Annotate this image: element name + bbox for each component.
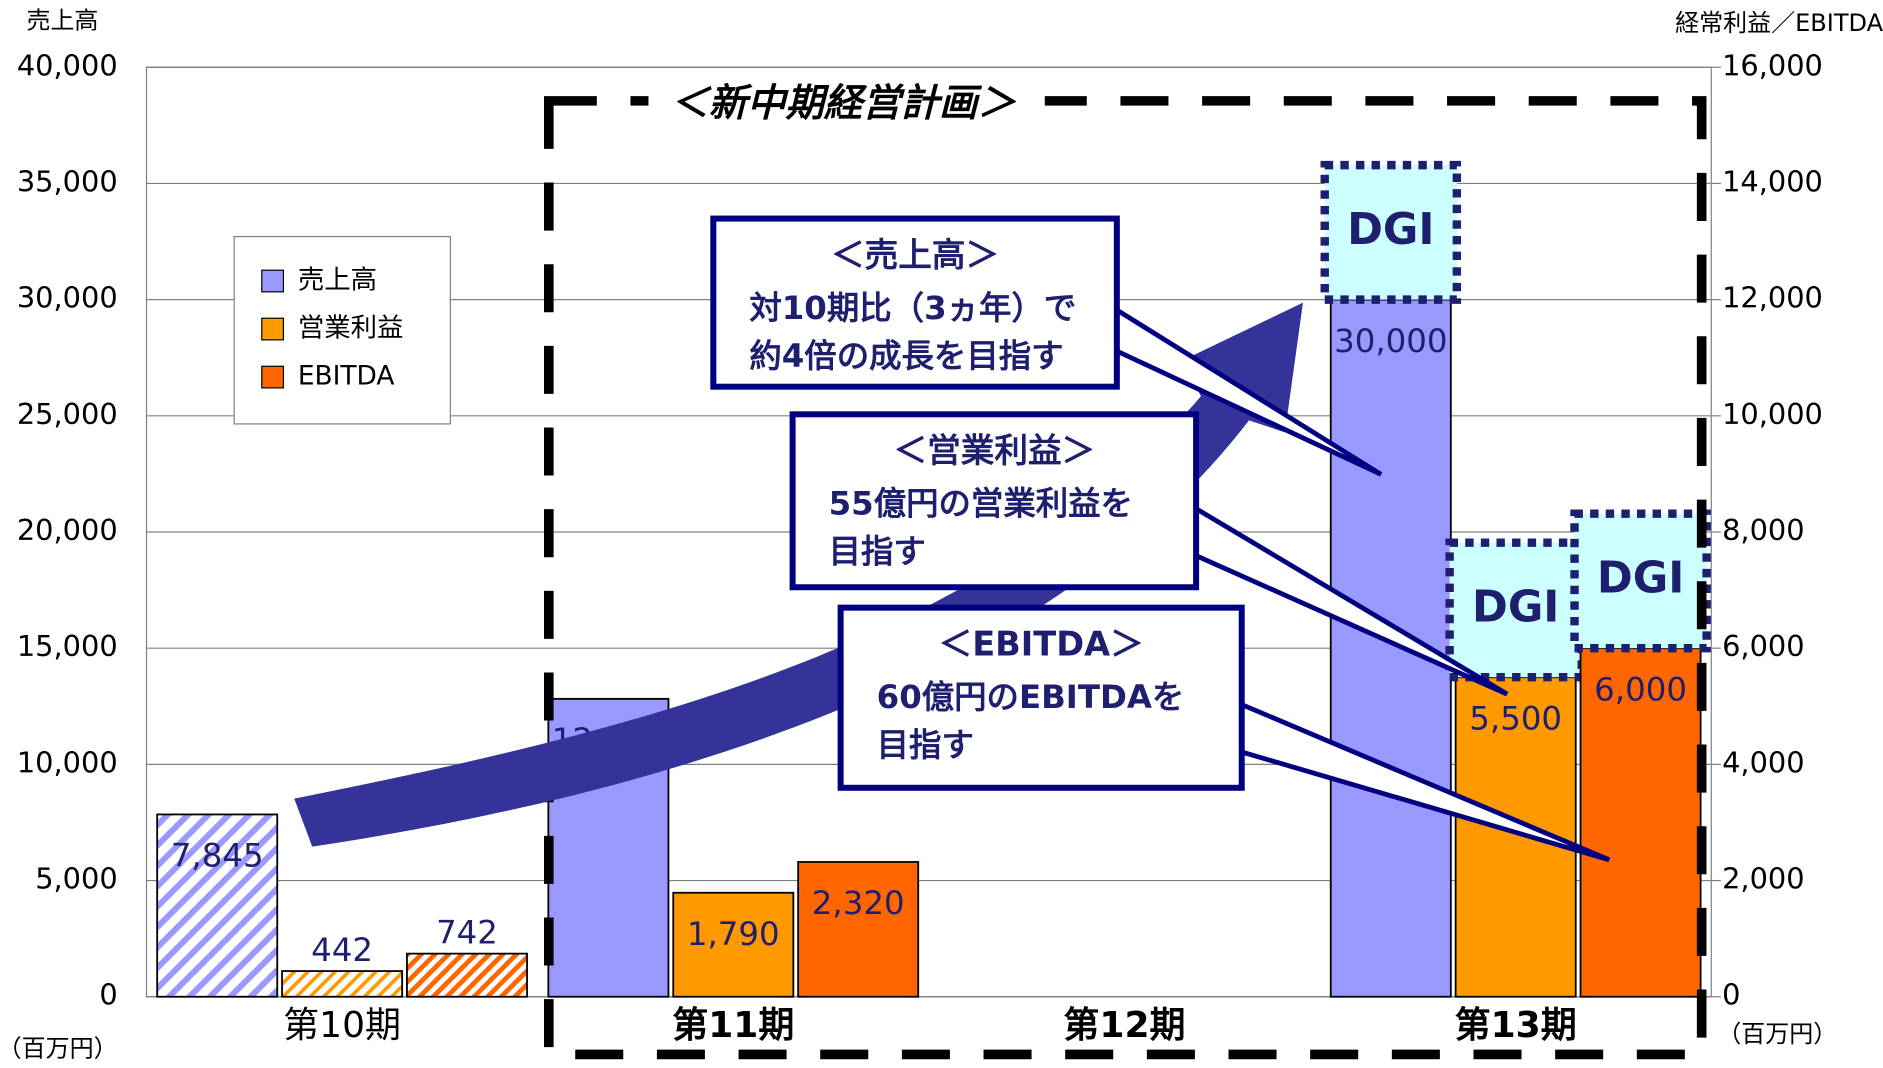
y-axis-label: 売上高: [26, 7, 98, 35]
bar: [281, 970, 404, 998]
y2-tick-label: 12,000: [1722, 281, 1823, 315]
y2-unit: （百万円）: [1717, 1020, 1837, 1048]
data-label: 2,320: [812, 884, 905, 922]
callout-box: [710, 215, 1120, 390]
y-tick-label: 0: [99, 978, 117, 1012]
data-label: 6,000: [1594, 670, 1687, 708]
legend-swatch: [261, 269, 285, 293]
legend-label: 売上高: [298, 265, 377, 296]
x-tick-label: 第11期: [672, 1005, 794, 1046]
callout-title: ＜営業利益＞: [894, 431, 1096, 470]
y-tick-label: 35,000: [17, 164, 118, 198]
y-tick-label: 40,000: [17, 48, 118, 82]
y2-tick-label: 2,000: [1722, 862, 1804, 896]
y2-tick-label: 0: [1722, 978, 1740, 1012]
legend-swatch: [261, 365, 285, 389]
callout-title: ＜売上高＞: [831, 235, 999, 274]
callout-box: [837, 604, 1245, 791]
y-tick-label: 20,000: [17, 513, 118, 547]
y-tick-label: 5,000: [35, 862, 117, 896]
y-tick-label: 15,000: [17, 629, 118, 663]
bar: [406, 952, 528, 998]
data-label: 7,845: [171, 837, 264, 875]
y-tick-label: 25,000: [17, 397, 118, 431]
plan-box: [544, 96, 1707, 1060]
x-tick-label: 第12期: [1063, 1005, 1185, 1046]
y2-tick-label: 4,000: [1722, 745, 1804, 779]
y2-axis-label: 経常利益／EBITDA: [1675, 9, 1883, 37]
data-label: 742: [436, 913, 498, 951]
dgi-box: [1445, 538, 1586, 682]
legend-label: 営業利益: [298, 313, 404, 344]
x-tick-label: 第10期: [283, 1005, 401, 1046]
y2-tick-label: 10,000: [1722, 397, 1823, 431]
plot-frame: [145, 66, 1712, 998]
callout-line: 60億円のEBITDAを: [877, 678, 1185, 716]
data-label: 1,790: [687, 915, 780, 953]
bar: [672, 891, 795, 998]
y2-tick-label: 6,000: [1722, 629, 1804, 663]
dgi-label: DGI: [1347, 205, 1434, 255]
callout-line: 約4倍の成長を目指す: [749, 337, 1063, 375]
legend-swatch: [261, 317, 285, 341]
dgi-label: DGI: [1597, 553, 1684, 603]
legend-label: EBITDA: [298, 361, 395, 392]
callout-box: [789, 411, 1200, 591]
dgi-box: [1570, 509, 1711, 653]
data-label: 442: [311, 931, 373, 969]
callout-line: 対10期比（3ヵ年）で: [749, 289, 1076, 327]
callout-line: 目指す: [877, 726, 974, 764]
data-label: 30,000: [1334, 322, 1447, 360]
callout-line: 55億円の営業利益を: [829, 485, 1133, 523]
y-unit: （百万円）: [0, 1035, 118, 1063]
y2-tick-label: 16,000: [1722, 48, 1823, 82]
growth-arrow: [294, 302, 1303, 847]
y-tick-label: 30,000: [17, 281, 118, 315]
bar: [156, 813, 279, 998]
plan-title-bg: [648, 74, 1045, 133]
callout-title: ＜EBITDA＞: [939, 625, 1144, 664]
y2-tick-label: 14,000: [1722, 164, 1823, 198]
x-tick-label: 第13期: [1455, 1005, 1577, 1046]
y2-tick-label: 8,000: [1722, 513, 1804, 547]
bar: [797, 861, 920, 998]
bar: [1579, 647, 1702, 998]
data-label: 5,500: [1469, 699, 1562, 737]
dgi-box: [1320, 160, 1462, 304]
plan-title: ＜新中期経営計画＞: [670, 81, 1016, 126]
callout-line: 目指す: [829, 533, 926, 571]
y-tick-label: 10,000: [17, 745, 118, 779]
dgi-label: DGI: [1472, 582, 1559, 632]
